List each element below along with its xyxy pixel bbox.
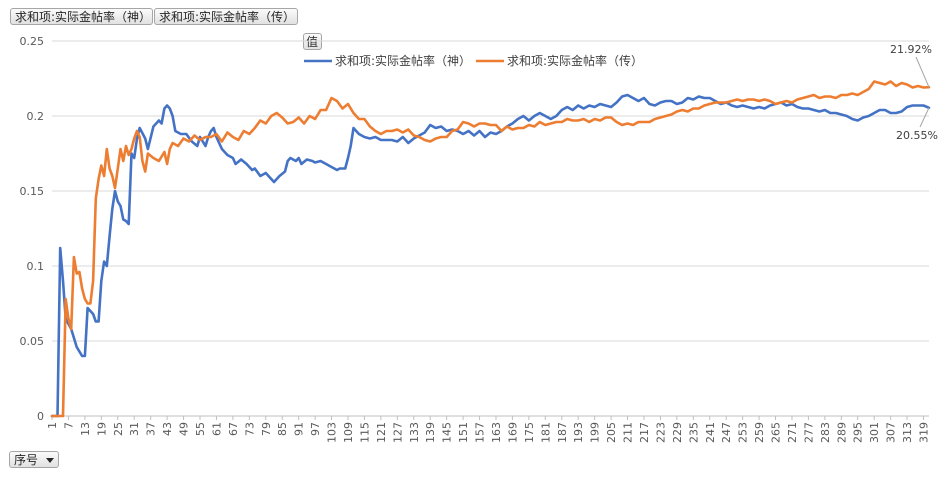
x-tick-label: 85 <box>276 422 289 436</box>
x-tick-label: 13 <box>79 422 92 436</box>
y-tick-label: 0.15 <box>20 185 45 198</box>
x-tick-label: 157 <box>474 422 487 443</box>
value-field-button[interactable]: 值 <box>303 33 322 50</box>
legend: 求和项:实际金帖率（神） 求和项:实际金帖率（传） <box>304 53 643 68</box>
axis-field-button[interactable]: 序号 <box>9 451 59 468</box>
x-tick-label: 283 <box>819 422 832 443</box>
x-tick-label: 115 <box>358 422 371 443</box>
series-lines <box>50 80 931 418</box>
x-tick-label: 313 <box>901 422 914 443</box>
x-tick-label: 151 <box>457 422 470 443</box>
data-label: 21.92% <box>890 43 932 56</box>
x-tick-label: 109 <box>342 422 355 443</box>
x-tick-label: 205 <box>605 422 618 443</box>
data-labels: 21.92% 20.55% <box>890 43 938 142</box>
legend-entry-0: 求和项:实际金帖率（神） <box>335 53 471 68</box>
x-tick-label: 199 <box>589 422 602 443</box>
gridlines <box>52 40 929 417</box>
x-tick-label: 31 <box>128 422 141 436</box>
dropdown-arrow-icon[interactable] <box>46 458 54 463</box>
x-tick-label: 43 <box>161 422 174 436</box>
x-tick-label: 181 <box>539 422 552 443</box>
series-line-1 <box>50 80 931 418</box>
x-tick-label: 169 <box>506 422 519 443</box>
x-tick-label: 103 <box>326 422 339 443</box>
data-label-leader <box>915 56 930 88</box>
x-tick-label: 133 <box>408 422 421 443</box>
x-tick-label: 187 <box>556 422 569 443</box>
x-tick-label: 229 <box>671 422 684 443</box>
x-axis-ticks: 1 7 13 19 25 31 37 43 49 55 61 67 73 79 85 91 97 103 109 11… <box>46 416 931 443</box>
x-tick-label: 193 <box>572 422 585 443</box>
x-tick-label: 127 <box>391 422 404 443</box>
data-label-leader <box>919 107 930 128</box>
axis-field-label: 序号 <box>14 453 39 467</box>
x-tick-label: 301 <box>868 422 881 443</box>
y-tick-label: 0.25 <box>20 35 45 48</box>
x-tick-label: 271 <box>786 422 799 443</box>
x-tick-label: 175 <box>523 422 536 443</box>
x-tick-label: 139 <box>424 422 437 443</box>
x-tick-label: 97 <box>309 422 322 436</box>
x-tick-label: 67 <box>227 422 240 436</box>
x-tick-label: 307 <box>885 422 898 443</box>
x-tick-label: 247 <box>720 422 733 443</box>
x-tick-label: 7 <box>62 422 75 429</box>
x-tick-label: 79 <box>260 422 273 436</box>
x-tick-label: 1 <box>46 422 59 429</box>
x-tick-label: 217 <box>638 422 651 443</box>
x-tick-label: 37 <box>145 422 158 436</box>
x-tick-label: 73 <box>243 422 256 436</box>
x-tick-label: 259 <box>753 422 766 443</box>
data-label: 20.55% <box>896 129 938 142</box>
x-tick-label: 211 <box>622 422 635 443</box>
x-tick-label: 277 <box>802 422 815 443</box>
legend-entry-1: 求和项:实际金帖率（传） <box>507 53 643 68</box>
x-tick-label: 265 <box>770 422 783 443</box>
y-tick-label: 0 <box>37 410 44 423</box>
x-tick-label: 253 <box>737 422 750 443</box>
y-tick-label: 0.05 <box>20 335 45 348</box>
x-tick-label: 121 <box>375 422 388 443</box>
x-tick-label: 235 <box>687 422 700 443</box>
field-button-shen[interactable]: 求和项:实际金帖率（神） <box>10 8 153 25</box>
y-tick-label: 0.2 <box>27 110 45 123</box>
x-tick-label: 289 <box>835 422 848 443</box>
x-tick-label: 25 <box>112 422 125 436</box>
x-tick-label: 223 <box>654 422 667 443</box>
field-button-chuan[interactable]: 求和项:实际金帖率（传） <box>154 8 298 25</box>
x-tick-label: 163 <box>490 422 503 443</box>
x-tick-label: 319 <box>918 422 931 443</box>
x-tick-label: 49 <box>178 422 191 436</box>
series-line-0 <box>50 93 931 418</box>
x-tick-label: 55 <box>194 422 207 436</box>
y-axis-ticks: 0 0.05 0.1 0.15 0.2 0.25 <box>20 35 45 423</box>
x-tick-label: 145 <box>441 422 454 443</box>
x-tick-label: 61 <box>210 422 223 436</box>
x-tick-label: 91 <box>293 422 306 436</box>
x-tick-label: 19 <box>95 422 108 436</box>
y-tick-label: 0.1 <box>27 260 45 273</box>
x-tick-label: 241 <box>704 422 717 443</box>
x-tick-label: 295 <box>852 422 865 443</box>
